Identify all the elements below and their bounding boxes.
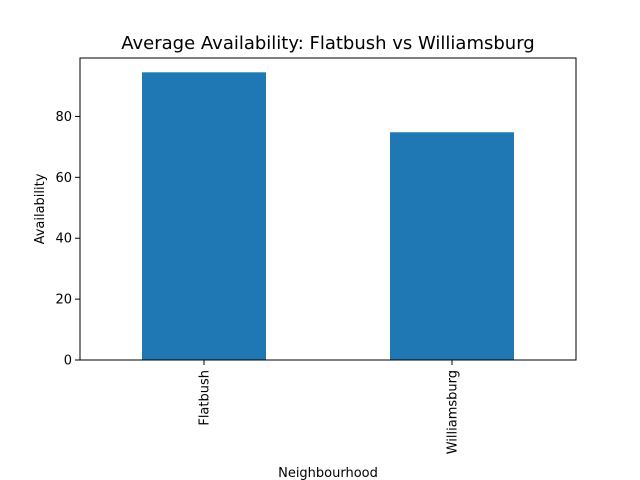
y-tick-label: 60	[55, 171, 72, 186]
chart-title: Average Availability: Flatbush vs Willia…	[121, 33, 534, 54]
y-tick-label: 40	[55, 232, 72, 247]
plot-frame	[79, 57, 577, 361]
x-axis-label: Neighbourhood	[278, 466, 378, 480]
x-tick-label: Williamsburg	[446, 370, 461, 454]
y-axis-ticks: 0 20 40 60 80	[55, 110, 80, 369]
x-axis-ticks: Flatbush Williamsburg	[198, 360, 461, 454]
y-tick-label: 20	[55, 293, 72, 308]
y-tick-label: 0	[64, 354, 72, 369]
bar-williamsburg	[390, 132, 514, 360]
bar-flatbush	[142, 72, 266, 360]
y-tick-label: 80	[55, 110, 72, 125]
y-axis-label: Availability	[33, 173, 48, 244]
x-tick-label: Flatbush	[198, 370, 213, 426]
bars-group	[142, 72, 514, 360]
